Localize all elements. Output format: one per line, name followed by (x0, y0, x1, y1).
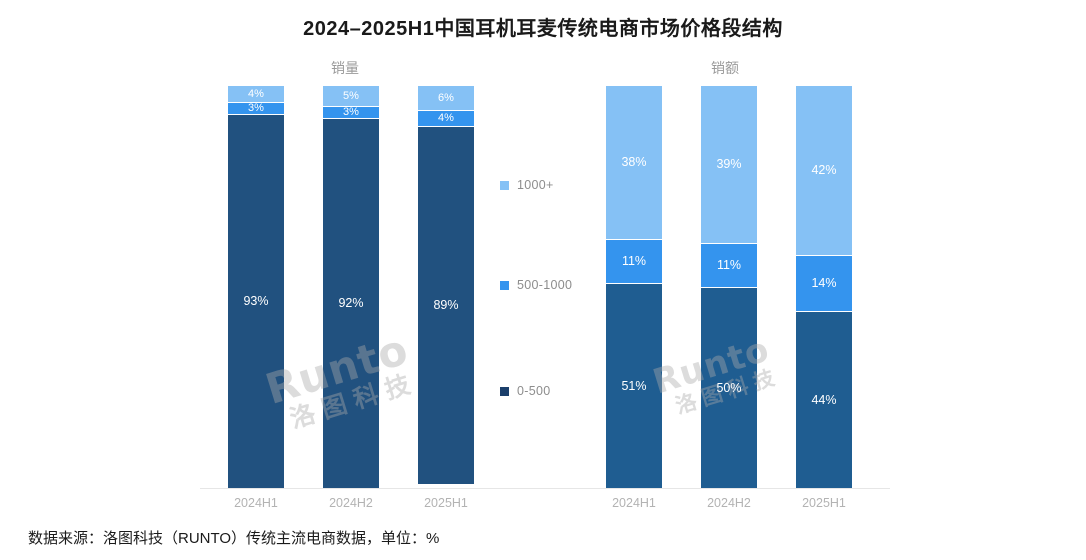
bar-segment-label: 44% (811, 392, 837, 407)
bar-segment[interactable]: 92% (323, 118, 379, 488)
stacked-bar[interactable]: 38% 11% 51% (606, 86, 662, 488)
legend-label-0-500: 0-500 (517, 384, 551, 398)
bar-segment[interactable]: 4% (418, 110, 474, 127)
bar-segment-label: 3% (248, 102, 264, 115)
bar-segment[interactable]: 51% (606, 282, 662, 488)
legend-item-1000-plus[interactable]: 1000+ (500, 178, 554, 192)
bar-segment[interactable]: 50% (701, 286, 757, 488)
bar-segment-label: 51% (621, 378, 647, 393)
bar-segment-label: 42% (811, 163, 837, 178)
group-caption-sales-volume: 销量 (331, 60, 359, 76)
legend-item-500-1000[interactable]: 500-1000 (500, 278, 572, 292)
bar-segment[interactable]: 4% (228, 86, 284, 103)
category-label: 2025H1 (802, 496, 846, 510)
bar-segment-label: 92% (338, 296, 364, 311)
legend-swatch-1000-plus (500, 180, 509, 190)
category-label: 2024H2 (329, 496, 373, 510)
bar-segment-label: 11% (716, 258, 742, 273)
bar-segment-label: 4% (248, 87, 264, 100)
stacked-bar[interactable]: 6% 4% 89% (418, 86, 474, 488)
category-label: 2025H1 (424, 496, 468, 510)
stacked-bar[interactable]: 39% 11% 50% (701, 86, 757, 488)
bar-segment[interactable]: 39% (701, 86, 757, 243)
stacked-bar[interactable]: 42% 14% 44% (796, 86, 852, 488)
bar-segment-label: 5% (343, 89, 359, 102)
bar-segment-label: 93% (243, 294, 269, 309)
chart-title: 2024–2025H1中国耳机耳麦传统电商市场价格段结构 (303, 18, 783, 40)
bar-segment[interactable]: 11% (606, 238, 662, 283)
bar-segment[interactable]: 11% (701, 242, 757, 287)
bar-segment-label: 4% (438, 112, 454, 125)
bar-segment-label: 39% (716, 157, 742, 172)
bar-segment-label: 38% (621, 155, 647, 170)
axis-baseline (200, 488, 890, 489)
bar-segment[interactable]: 14% (796, 254, 852, 312)
bar-segment-label: 14% (811, 276, 837, 291)
legend-item-0-500[interactable]: 0-500 (500, 384, 550, 398)
bar-segment-label: 89% (433, 298, 459, 313)
legend-label-500-1000: 500-1000 (517, 278, 573, 292)
bar-segment-label: 3% (343, 106, 359, 119)
bar-segment[interactable]: 5% (323, 86, 379, 107)
bar-segment[interactable]: 42% (796, 86, 852, 255)
bar-segment[interactable]: 93% (228, 114, 284, 488)
chart-legend: 1000+ 500-1000 0-500 (500, 86, 610, 416)
legend-label-1000-plus: 1000+ (517, 178, 554, 192)
bar-segment[interactable]: 38% (606, 86, 662, 239)
bar-segment[interactable]: 89% (418, 126, 474, 484)
group-caption-sales-value: 销额 (711, 60, 739, 76)
bar-segment[interactable]: 44% (796, 311, 852, 488)
stacked-bar[interactable]: 4% 3% 93% (228, 86, 284, 488)
bar-segment-label: 6% (438, 91, 454, 104)
bar-segment[interactable]: 3% (228, 102, 284, 115)
category-label: 2024H1 (612, 496, 656, 510)
bar-segment[interactable]: 6% (418, 86, 474, 111)
plot-area: 4% 3% 93% 5% 3% 92% 6% 4% 89% 38% 11% 51% 39% 11% 50% 4… (0, 86, 1086, 489)
category-label: 2024H1 (234, 496, 278, 510)
bar-segment-label: 50% (716, 380, 742, 395)
category-label: 2024H2 (707, 496, 751, 510)
bar-segment[interactable]: 3% (323, 106, 379, 119)
stacked-bar[interactable]: 5% 3% 92% (323, 86, 379, 488)
bar-segment-label: 11% (621, 254, 647, 269)
legend-swatch-0-500 (500, 386, 509, 396)
source-note: 数据来源：洛图科技（RUNTO）传统主流电商数据，单位：% (28, 530, 440, 547)
legend-swatch-500-1000 (500, 280, 509, 290)
